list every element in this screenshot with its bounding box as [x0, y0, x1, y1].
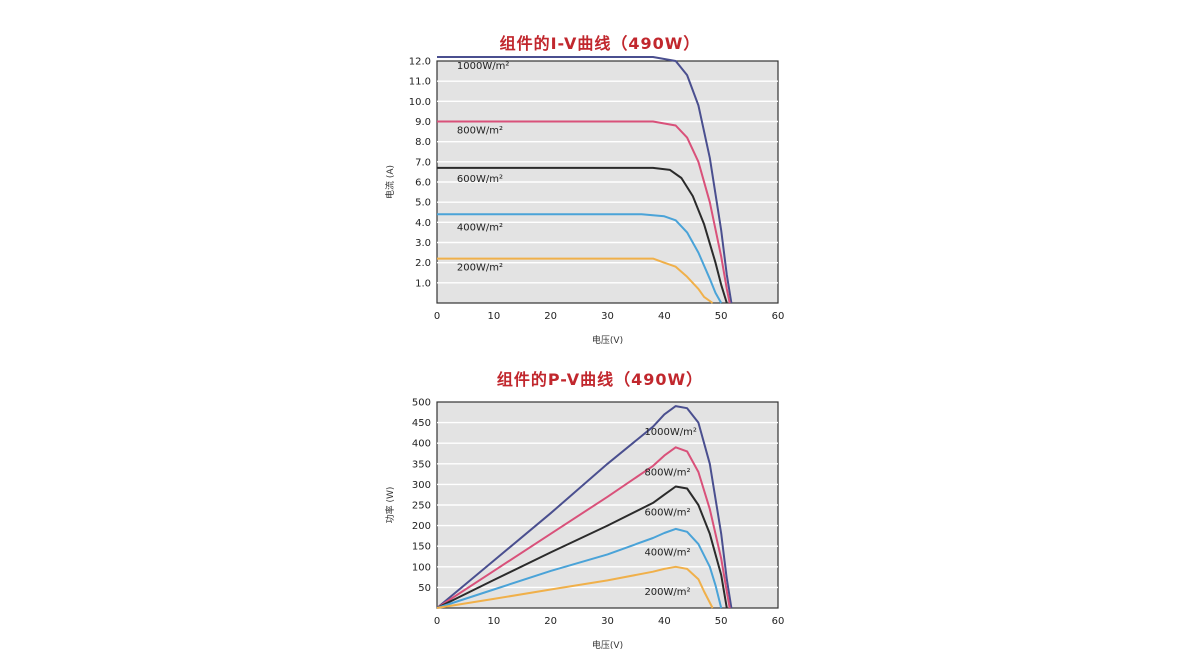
iv-chart: 1.0 2.0 3.0 4.0 5.0 6.0 7.0 8.0 9.0 10.0 11.0 12.0 1… [384, 56, 785, 346]
x-tick-label: 60 [772, 616, 785, 627]
y-tick-label: 6.0 [415, 178, 431, 189]
x-axis-label: 电压(V) [592, 334, 623, 346]
pv-chart: 50 100 150 200 250 300 350 400 450 500 0 10 20 30 40 50… [384, 398, 785, 652]
x-tick-label: 40 [658, 616, 671, 627]
x-tick-label: 10 [487, 311, 500, 322]
x-tick-label: 10 [487, 616, 500, 627]
x-tick-label: 50 [715, 616, 728, 627]
y-axis-label: 功率 (W) [384, 487, 396, 524]
x-tick-label: 20 [544, 616, 557, 627]
y-tick-label: 11.0 [409, 77, 431, 88]
series-label: 1000W/m² [457, 61, 509, 72]
y-tick-label: 12.0 [409, 57, 431, 68]
series-line [436, 565, 714, 609]
y-tick-label: 5.0 [415, 198, 431, 209]
y-tick-label: 400 [412, 439, 431, 450]
series-label: 600W/m² [644, 507, 690, 518]
series-label: 200W/m² [457, 263, 503, 274]
y-tick-label: 300 [412, 480, 431, 491]
y-tick-label: 1.0 [415, 278, 431, 289]
y-axis-label: 电流 (A) [384, 165, 396, 199]
x-tick-label: 0 [434, 311, 440, 322]
series-line [436, 405, 733, 609]
series-line [436, 485, 728, 609]
y-tick-label: 250 [412, 501, 431, 512]
x-tick-label: 20 [544, 311, 557, 322]
x-tick-label: 50 [715, 311, 728, 322]
iv-chart-title: 组件的I-V曲线（490W） [499, 34, 701, 53]
series-label: 400W/m² [457, 222, 503, 233]
y-tick-label: 350 [412, 459, 431, 470]
pv-chart-title: 组件的P-V曲线（490W） [496, 370, 704, 389]
x-axis-label: 电压(V) [592, 639, 623, 651]
y-tick-label: 2.0 [415, 258, 431, 269]
series-label: 200W/m² [644, 587, 690, 598]
series-line [437, 120, 731, 304]
y-tick-label: 9.0 [415, 117, 431, 128]
y-tick-label: 4.0 [415, 218, 431, 229]
x-tick-label: 0 [434, 616, 440, 627]
series-label: 800W/m² [457, 126, 503, 137]
series-line [437, 56, 733, 304]
y-tick-label: 7.0 [415, 157, 431, 168]
y-tick-label: 10.0 [409, 97, 431, 108]
y-tick-label: 100 [412, 562, 431, 573]
y-tick-label: 8.0 [415, 137, 431, 148]
series-line [436, 527, 723, 609]
y-tick-label: 200 [412, 521, 431, 532]
y-tick-label: 150 [412, 542, 431, 553]
x-tick-label: 30 [601, 616, 614, 627]
x-tick-label: 60 [772, 311, 785, 322]
series-label: 400W/m² [644, 547, 690, 558]
series-label: 800W/m² [644, 467, 690, 478]
x-tick-label: 40 [658, 311, 671, 322]
series-line [436, 446, 731, 609]
y-tick-label: 3.0 [415, 238, 431, 249]
series-label: 600W/m² [457, 174, 503, 185]
series-line [437, 257, 714, 304]
series-label: 1000W/m² [644, 427, 696, 438]
series-line [437, 213, 723, 304]
y-tick-label: 450 [412, 418, 431, 429]
x-tick-label: 30 [601, 311, 614, 322]
y-tick-label: 50 [418, 583, 431, 594]
series-line [437, 166, 728, 304]
y-tick-label: 500 [412, 398, 431, 409]
